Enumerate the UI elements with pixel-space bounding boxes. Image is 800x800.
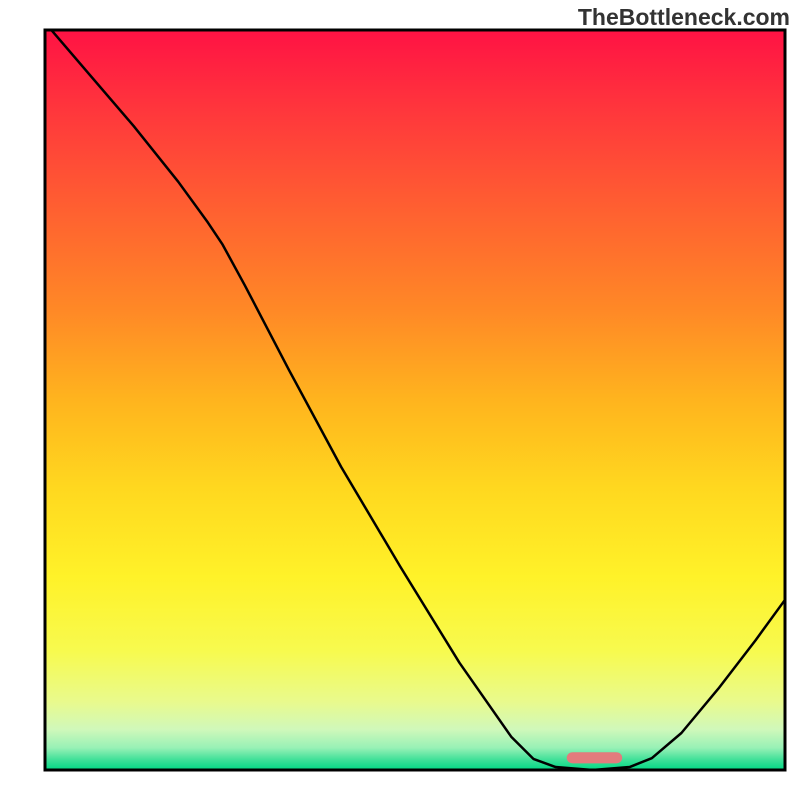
- sweet-spot-marker: [567, 752, 623, 763]
- watermark-text: TheBottleneck.com: [578, 4, 790, 31]
- chart-svg: [0, 0, 800, 800]
- gradient-panel: [45, 30, 785, 770]
- chart-root: TheBottleneck.com: [0, 0, 800, 800]
